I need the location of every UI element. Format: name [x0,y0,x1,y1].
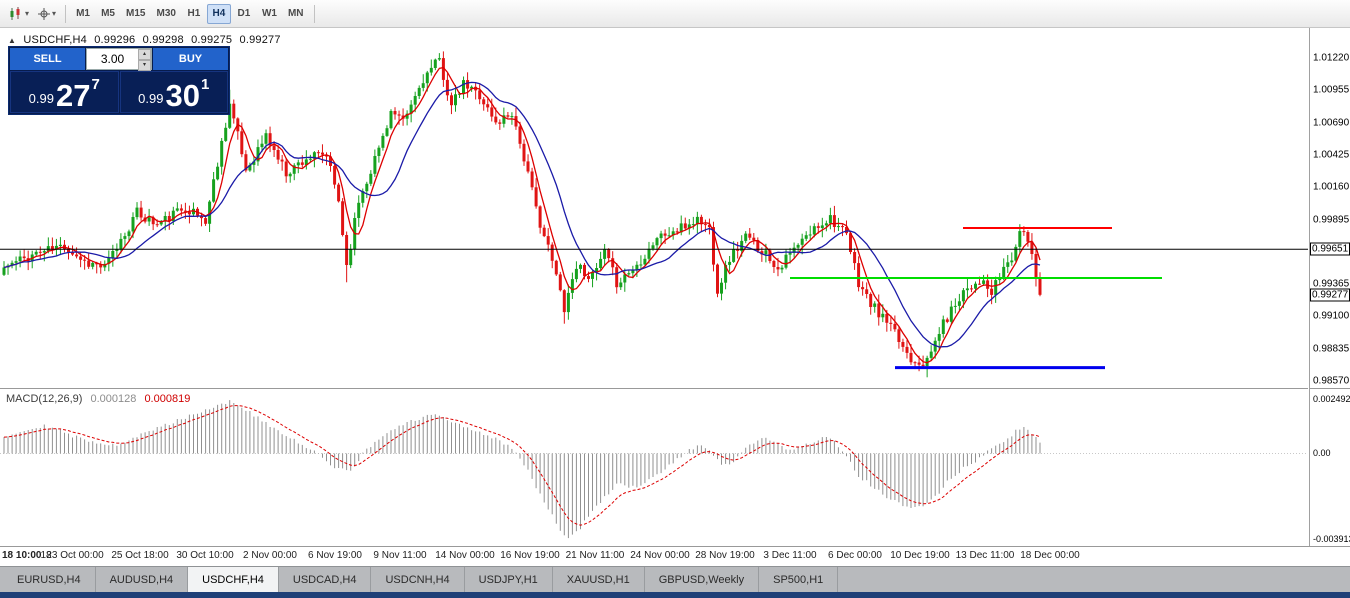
price-tick: 0.99895 [1313,214,1350,225]
chart-tab-audusd[interactable]: AUDUSD,H4 [96,567,189,592]
price-tick: 0.99100 [1313,310,1350,322]
price-tick: 0.98570 [1313,375,1350,387]
chart-symbol-label: USDCHF,H4 [23,34,87,46]
time-tick: 18 [40,550,52,561]
chart-type-icon [10,6,20,20]
macd-axis[interactable]: 0.002492 0.00 -0.003913 [1309,388,1350,546]
volume-stepper: ▴ ▾ [86,48,152,71]
main-chart-area[interactable]: ▲ USDCHF,H4 0.99296 0.99298 0.99275 0.99… [0,28,1308,388]
buy-price-prefix: 0.99 [138,91,164,106]
toolbar-separator [313,4,315,23]
buy-price-display[interactable]: 0.99 30 1 [119,71,228,113]
macd-panel[interactable]: MACD(12,26,9) 0.000128 0.000819 [0,388,1308,546]
chart-ohlc-header: ▲ USDCHF,H4 0.99296 0.99298 0.99275 0.99… [8,34,285,46]
toolbar-separator [65,4,67,23]
chart-toolbar: ▾ ▾ M1 M5 M15 M30 H1 H4 D1 W1 MN [0,0,1350,28]
ohlc-high: 0.99298 [142,34,184,46]
symbol-direction-icon: ▲ [8,36,17,45]
buy-button[interactable]: BUY [153,48,228,70]
time-tick: 25 Oct 18:00 [111,550,169,561]
price-tick: 0.98835 [1313,343,1350,355]
timeframe-button-m1[interactable]: M1 [76,7,90,19]
volume-input[interactable] [87,49,138,69]
volume-up-button[interactable]: ▴ [138,49,151,60]
timeframe-button-w1[interactable]: W1 [261,7,277,19]
time-tick: 6 Nov 19:00 [308,550,362,561]
time-tick: 18 Dec 00:00 [1020,550,1080,561]
chart-tab-usdchf[interactable]: USDCHF,H4 [188,567,279,592]
time-tick: 18 10:00 [2,550,42,561]
macd-signal-value: 0.000819 [144,393,191,405]
chart-type-button[interactable]: ▾ [5,4,33,24]
time-axis[interactable]: 18 10:00 18 23 Oct 00:00 25 Oct 18:00 30 Oct… [0,546,1350,566]
time-tick: 13 Dec 11:00 [955,550,1015,561]
macd-main-value: 0.000128 [90,393,137,405]
time-tick: 21 Nov 11:00 [565,550,625,561]
crosshair-tool-button[interactable]: ▾ [33,4,60,24]
chart-tab-usdjpy[interactable]: USDJPY,H1 [465,567,553,592]
window-bottom-edge [0,592,1350,598]
time-tick: 28 Nov 19:00 [695,550,755,561]
current-price-label: 0.99277 [1310,288,1350,302]
timeframe-group: M1 M5 M15 M30 H1 H4 D1 W1 MN [71,3,308,24]
timeframe-button-h1[interactable]: H1 [187,7,201,19]
price-tick: 1.00425 [1313,149,1350,161]
chart-tab-bar: EURUSD,H4 AUDUSD,H4 USDCHF,H4 USDCAD,H4 USDC… [0,566,1350,592]
timeframe-button-m5[interactable]: M5 [101,7,115,19]
time-tick: 6 Dec 00:00 [828,550,882,561]
macd-indicator-label: MACD(12,26,9) 0.000128 0.000819 [6,393,190,405]
timeframe-button-h4[interactable]: H4 [206,3,231,24]
time-tick: 10 Dec 19:00 [890,550,950,561]
time-tick: 9 Nov 11:00 [373,550,427,561]
sell-price-pipette: 7 [91,76,100,93]
macd-tick: 0.00 [1313,448,1331,459]
macd-tick: -0.003913 [1313,534,1350,544]
chevron-down-icon: ▾ [25,9,30,18]
chevron-down-icon: ▾ [52,9,57,18]
time-tick: 16 Nov 19:00 [500,550,560,561]
price-tick: 1.01220 [1313,52,1350,64]
macd-chart[interactable] [0,389,1308,547]
time-tick: 14 Nov 00:00 [435,550,495,561]
sell-button[interactable]: SELL [10,48,85,70]
price-tick: 1.00160 [1313,181,1350,193]
sell-price-display[interactable]: 0.99 27 7 [10,71,119,113]
macd-tick: 0.002492 [1313,394,1350,404]
timeframe-button-d1[interactable]: D1 [237,7,251,19]
buy-price-pipette: 1 [200,76,210,93]
macd-title: MACD(12,26,9) [6,393,83,405]
crosshair-tool-icon [38,7,51,20]
time-tick: 30 Oct 10:00 [176,550,234,561]
chart-tab-usdcad[interactable]: USDCAD,H4 [279,567,372,592]
chart-tab-sp500[interactable]: SP500,H1 [759,567,839,592]
chart-tab-usdcnh[interactable]: USDCNH,H4 [371,567,465,592]
ohlc-close: 0.99277 [239,34,281,46]
price-tick: 0.99365 [1313,278,1350,290]
ohlc-low: 0.99275 [191,34,233,46]
sell-price-big-digits: 27 [55,77,91,113]
timeframe-button-m15[interactable]: M15 [126,7,146,19]
hline-price-label: 0.99651 [1310,242,1350,256]
ohlc-open: 0.99296 [94,34,136,46]
buy-price-big-digits: 30 [165,77,200,113]
one-click-trading-panel: SELL ▴ ▾ BUY 0.99 27 7 0.99 30 1 [8,46,230,115]
price-tick: 1.00955 [1313,84,1350,96]
time-tick: 2 Nov 00:00 [243,550,297,561]
timeframe-button-m30[interactable]: M30 [156,7,176,19]
chart-tab-gbpusd[interactable]: GBPUSD,Weekly [645,567,760,592]
time-tick: 24 Nov 00:00 [630,550,690,561]
chart-tab-xauusd[interactable]: XAUUSD,H1 [553,567,645,592]
time-tick: 3 Dec 11:00 [763,550,817,561]
candlestick-chart[interactable] [0,28,1308,388]
timeframe-button-mn[interactable]: MN [287,7,304,19]
price-tick: 1.00690 [1313,117,1350,129]
sell-price-prefix: 0.99 [28,91,54,106]
volume-down-button[interactable]: ▾ [138,60,151,71]
time-tick: 23 Oct 00:00 [46,550,104,561]
price-axis[interactable]: 1.01220 1.00955 1.00690 1.00425 1.00160 0.998… [1309,28,1350,388]
chart-tab-eurusd[interactable]: EURUSD,H4 [3,567,96,592]
